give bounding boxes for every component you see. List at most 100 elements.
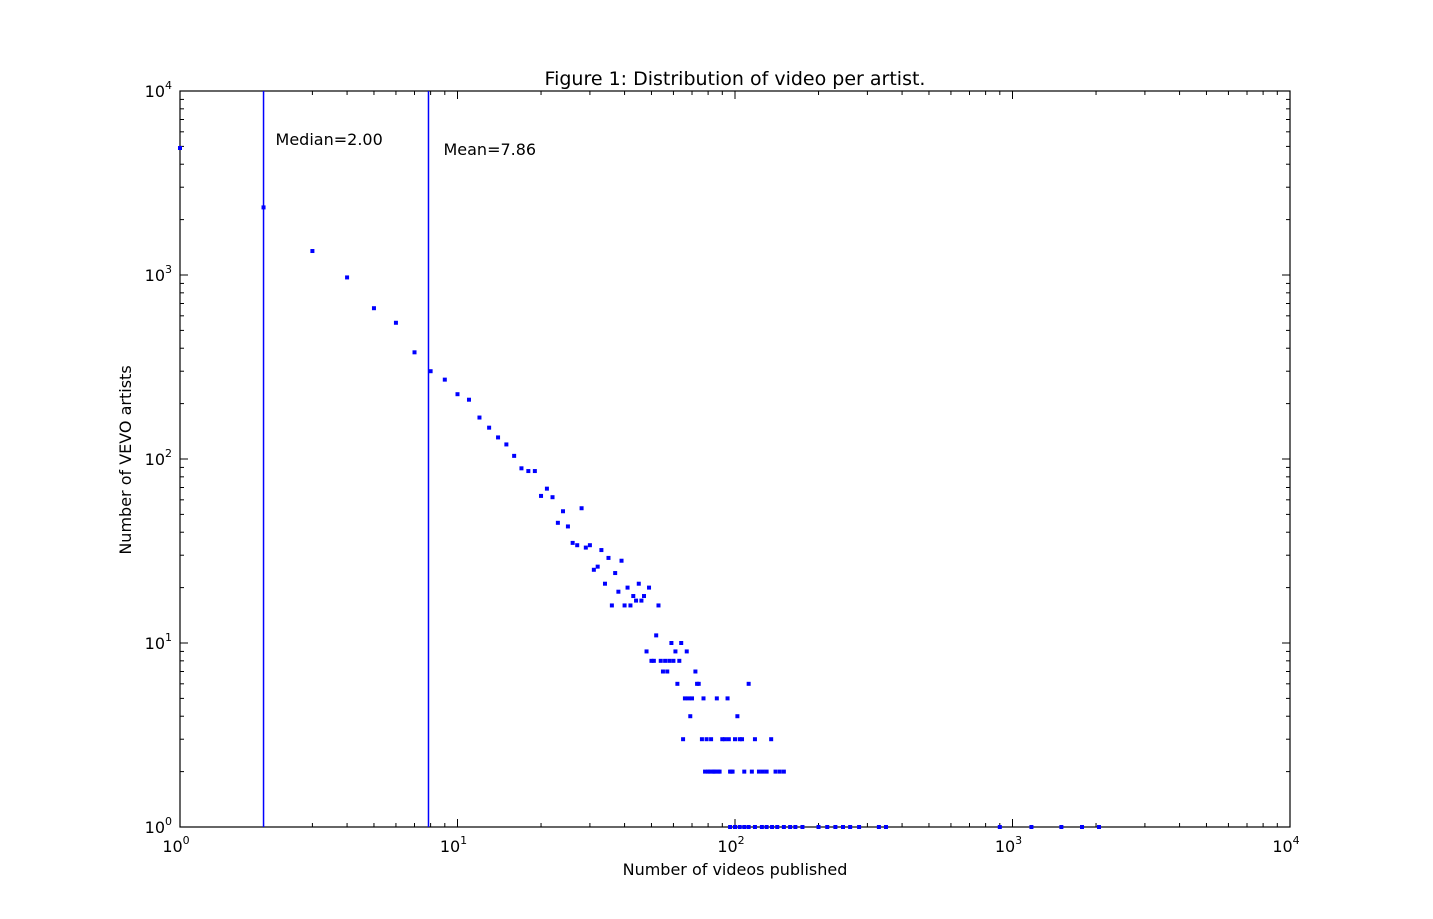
data-point (442, 377, 447, 382)
data-point (539, 493, 544, 498)
data-point (699, 737, 704, 742)
y-tick-label: 100 (145, 815, 172, 837)
data-point (455, 392, 460, 397)
data-point (696, 681, 701, 686)
data-point (651, 658, 656, 663)
data-point (773, 769, 778, 774)
data-point (726, 737, 731, 742)
data-point (781, 825, 786, 829)
data-point (769, 737, 774, 742)
data-point (261, 205, 266, 210)
y-axis-label: Number of VEVO artists (116, 365, 135, 554)
data-point (756, 769, 761, 774)
data-point (1029, 825, 1034, 829)
data-point (714, 696, 719, 701)
y-tick-label: 102 (145, 447, 172, 469)
data-point (737, 737, 742, 742)
x-tick-label: 101 (440, 834, 467, 856)
x-tick-label: 100 (162, 834, 189, 856)
data-point (749, 769, 754, 774)
x-tick-label: 102 (717, 834, 744, 856)
data-point (665, 669, 670, 674)
data-point (658, 658, 663, 663)
y-tick-label: 103 (145, 263, 172, 285)
data-point (526, 469, 531, 474)
data-point (636, 581, 641, 586)
data-point (595, 564, 600, 569)
data-point (775, 825, 780, 829)
data-point (532, 469, 537, 474)
data-point (740, 737, 745, 742)
data-point (609, 603, 614, 608)
data-point (746, 825, 751, 829)
data-point (704, 737, 709, 742)
x-tick-label: 103 (995, 834, 1022, 856)
x-tick-label: 104 (1272, 834, 1299, 856)
data-point (428, 369, 433, 374)
data-point (602, 581, 607, 586)
data-point (570, 540, 575, 545)
data-point (876, 825, 881, 829)
data-point (679, 641, 684, 645)
data-point (512, 453, 517, 458)
data-point (709, 737, 714, 742)
data-point (764, 825, 769, 829)
data-point (848, 825, 853, 829)
data-point (644, 649, 649, 654)
data-point (788, 825, 793, 829)
data-point (686, 696, 691, 701)
data-point (631, 594, 636, 599)
data-point (310, 249, 315, 254)
data-point (677, 658, 682, 663)
data-point (1059, 825, 1064, 829)
data-point (759, 825, 764, 829)
data-point (544, 486, 549, 491)
data-point (857, 825, 862, 829)
data-point (599, 548, 604, 553)
data-point (616, 589, 621, 594)
data-point (663, 658, 668, 663)
data-point (504, 442, 509, 447)
data-point (625, 585, 630, 590)
data-point (720, 737, 725, 742)
data-point (642, 594, 647, 599)
data-point (667, 658, 672, 663)
data-point (606, 555, 611, 560)
data-point (816, 825, 821, 829)
data-point (690, 696, 695, 701)
data-point (622, 603, 627, 608)
data-point (737, 825, 742, 829)
data-point (519, 466, 524, 471)
data-point (628, 603, 633, 608)
data-point (675, 681, 680, 686)
data-point (345, 275, 350, 280)
data-point (579, 506, 584, 511)
data-point (730, 769, 735, 774)
x-axis-label: Number of videos published (623, 860, 848, 879)
data-point (883, 825, 888, 829)
data-point (583, 545, 588, 550)
data-point (496, 435, 501, 440)
y-tick-label: 101 (145, 631, 172, 653)
data-point (752, 825, 757, 829)
data-point (760, 769, 765, 774)
plot-area: 100 101 102 103 104 100 101 102 103 104 Median=2.0… (145, 79, 1300, 856)
data-point (565, 524, 570, 529)
data-point (725, 696, 730, 701)
data-point (703, 769, 708, 774)
data-point (477, 415, 482, 420)
data-point (671, 658, 676, 663)
data-point (656, 603, 661, 608)
y-tick-label: 104 (145, 79, 172, 101)
data-point (466, 397, 471, 402)
data-point (713, 769, 718, 774)
chart-title: Figure 1: Distribution of video per arti… (545, 68, 926, 90)
data-point (742, 769, 747, 774)
data-point (717, 769, 722, 774)
data-point (735, 714, 740, 719)
mean-label: Mean=7.86 (443, 140, 536, 159)
data-point (587, 543, 592, 548)
data-point (682, 696, 687, 701)
